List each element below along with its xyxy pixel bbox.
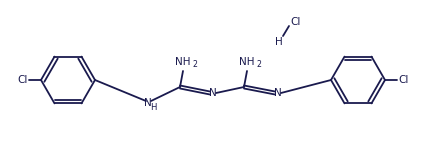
Text: N: N xyxy=(274,88,282,98)
Text: Cl: Cl xyxy=(18,75,28,85)
Text: NH: NH xyxy=(175,57,191,67)
Text: Cl: Cl xyxy=(398,75,408,85)
Text: N: N xyxy=(144,98,152,108)
Text: 2: 2 xyxy=(256,60,261,69)
Text: H: H xyxy=(150,103,156,112)
Text: 2: 2 xyxy=(192,60,197,69)
Text: H: H xyxy=(275,37,283,47)
Text: Cl: Cl xyxy=(290,17,301,27)
Text: N: N xyxy=(209,88,217,98)
Text: NH: NH xyxy=(239,57,255,67)
